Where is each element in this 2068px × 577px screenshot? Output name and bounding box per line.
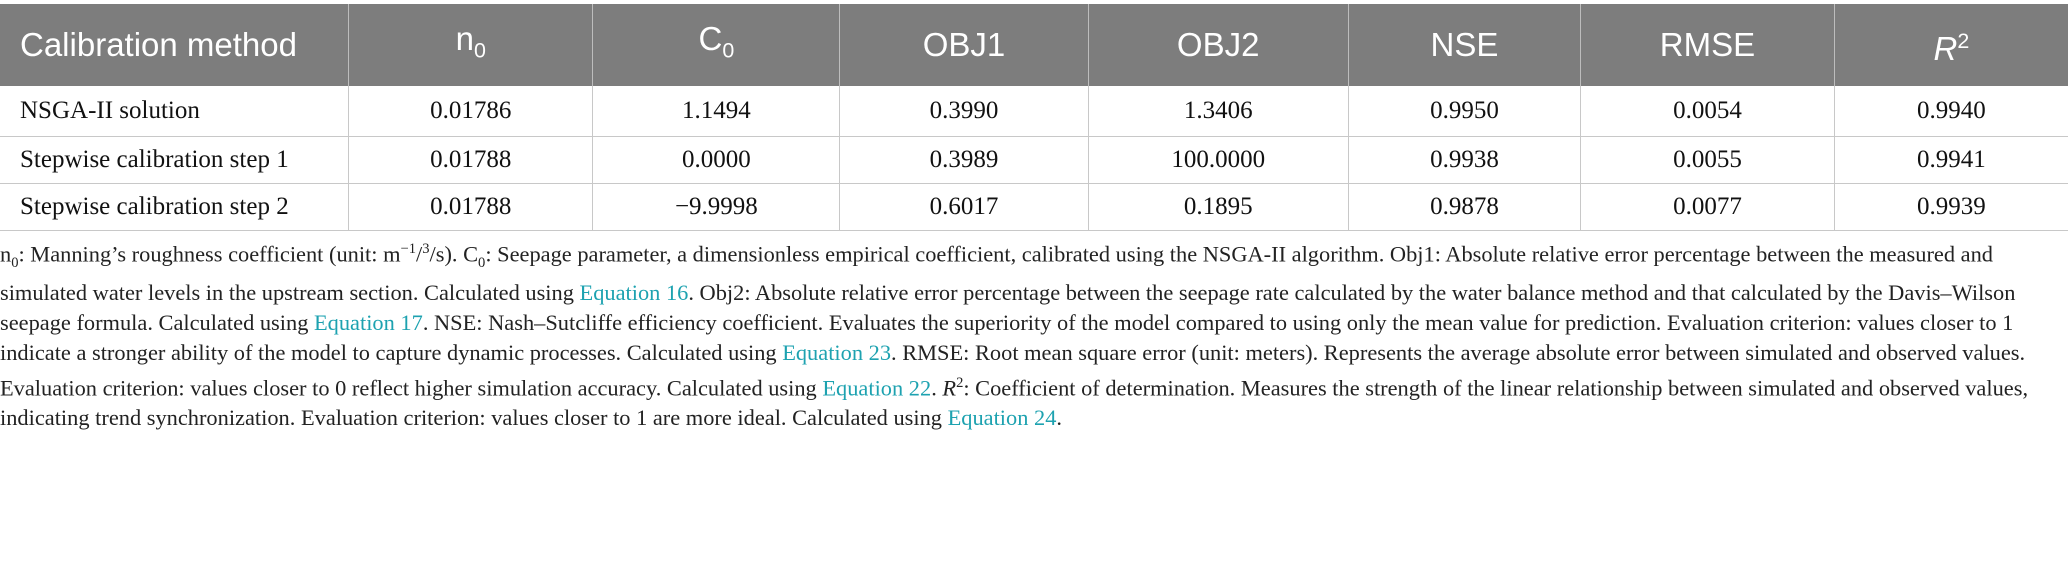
cell-c0: 1.1494 [592,86,841,137]
table-row: NSGA-II solution 0.01786 1.1494 0.3990 1… [0,86,2068,137]
cell-nse: 0.9950 [1348,86,1582,137]
equation-22-link[interactable]: Equation 22 [822,375,932,401]
cell-method: Stepwise calibration step 2 [0,183,350,231]
table-footnote: n0: Manning’s roughness coefficient (uni… [0,234,2068,433]
cell-n0: 0.01788 [348,183,594,231]
header-r2: R2 [1834,4,2068,86]
cell-rmse: 0.0077 [1580,183,1835,231]
cell-nse: 0.9878 [1348,183,1582,231]
equation-24-link[interactable]: Equation 24 [947,405,1057,431]
cell-obj2: 0.1895 [1088,183,1349,231]
equation-23-link[interactable]: Equation 23 [782,339,892,365]
header-obj2: OBJ2 [1088,4,1349,86]
cell-rmse: 0.0055 [1580,136,1835,184]
equation-17-link[interactable]: Equation 17 [313,309,423,335]
cell-nse: 0.9938 [1348,136,1582,184]
cell-n0: 0.01786 [348,86,594,137]
cell-obj1: 0.6017 [839,183,1089,231]
cell-obj2: 1.3406 [1088,86,1349,137]
table-row: Stepwise calibration step 2 0.01788 −9.9… [0,183,2068,231]
cell-obj1: 0.3990 [839,86,1089,137]
header-n0: n0 [348,4,594,86]
cell-r2: 0.9941 [1834,136,2068,184]
header-rmse: RMSE [1580,4,1835,86]
header-c0: C0 [592,4,841,86]
cell-obj1: 0.3989 [839,136,1089,184]
cell-r2: 0.9939 [1834,183,2068,231]
cell-method: NSGA-II solution [0,86,350,137]
calibration-table: Calibration method n0 C0 OBJ1 OBJ2 NSE R… [0,4,2068,231]
cell-rmse: 0.0054 [1580,86,1835,137]
table-row: Stepwise calibration step 1 0.01788 0.00… [0,136,2068,184]
equation-16-link[interactable]: Equation 16 [579,279,689,305]
header-nse: NSE [1348,4,1582,86]
cell-n0: 0.01788 [348,136,594,184]
cell-method: Stepwise calibration step 1 [0,136,350,184]
footnote-text: n0: Manning’s roughness coefficient (uni… [0,241,2029,431]
cell-c0: 0.0000 [592,136,841,184]
cell-r2: 0.9940 [1834,86,2068,137]
table-header-row: Calibration method n0 C0 OBJ1 OBJ2 NSE R… [0,4,2068,86]
table-wrapper: Calibration method n0 C0 OBJ1 OBJ2 NSE R… [0,4,2068,231]
header-method: Calibration method [0,4,350,86]
cell-obj2: 100.0000 [1088,136,1349,184]
cell-c0: −9.9998 [592,183,841,231]
header-obj1: OBJ1 [839,4,1089,86]
